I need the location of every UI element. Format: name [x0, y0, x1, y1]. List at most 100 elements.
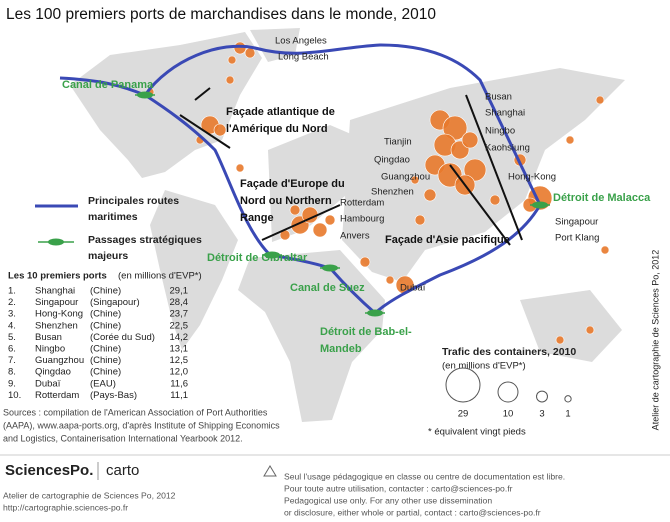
passage-label: Mandeb [320, 343, 362, 355]
table-cell: Busan [35, 332, 62, 343]
table-cell: (Chine) [90, 320, 121, 331]
bubble-size [564, 395, 572, 403]
usage: Seul l'usage pédagogique en classe ou ce… [284, 471, 565, 481]
bubble-size-label: 1 [565, 409, 570, 420]
table-cell: (Chine) [90, 309, 121, 320]
port-bubble [585, 325, 595, 335]
table-cell: 29,1 [170, 286, 189, 297]
passage-label: Détroit de Gibraltar [207, 252, 308, 264]
port-label: Shanghai [485, 108, 525, 119]
south-america [150, 190, 238, 350]
land [70, 28, 625, 422]
legend-text: majeurs [88, 250, 128, 262]
bubble-size [536, 390, 548, 403]
passage-label: Détroit de Malacca [553, 192, 651, 204]
credit: Atelier de cartographie de Sciences Po, … [650, 250, 660, 431]
sources: Sources : compilation de l'American Asso… [3, 407, 268, 417]
atelier: Atelier de cartographie de Sciences Po, … [3, 490, 176, 500]
atelier-url: http://cartographie.sciences-po.fr [3, 502, 128, 512]
carto: carto [106, 462, 139, 479]
facade-label: Façade d'Asie pacifique [385, 234, 510, 246]
table-cell: (Chine) [90, 344, 121, 355]
port-label: Rotterdam [340, 198, 384, 209]
table-cell: 12,5 [170, 355, 189, 366]
passage-label: Canal de Suez [290, 282, 365, 294]
facade-lines [179, 87, 523, 246]
port-label: Shenzhen [371, 187, 414, 198]
bubble-note: * équivalent vingt pieds [428, 427, 526, 438]
title: Les 100 premiers ports de marchandises d… [6, 6, 436, 23]
shipping-route [142, 43, 542, 315]
table-cell: Guangzhou [35, 355, 84, 366]
table-cell: 11,1 [170, 390, 188, 401]
table-cell: Ningbo [35, 344, 65, 355]
table-cell: 11,6 [170, 378, 188, 389]
sources: and Logistics, Containerisation Internat… [3, 433, 243, 443]
port-label: Tianjin [384, 137, 412, 148]
port-bubble [565, 135, 575, 145]
table-cell: Dubaï [35, 378, 61, 389]
port-bubble [244, 47, 256, 59]
bubble-size [445, 367, 481, 403]
table-cell: (Pays-Bas) [90, 390, 137, 401]
legend-text: maritimes [88, 211, 138, 223]
table-cell: 5. [8, 332, 16, 343]
table-cell: (Corée du Sud) [90, 332, 155, 343]
bubble-size-label: 3 [539, 409, 544, 420]
table-cell: Singapour [35, 297, 78, 308]
table-cell: 3. [8, 309, 16, 320]
port-bubbles [145, 41, 610, 345]
australia [520, 290, 622, 362]
warning-icon [263, 465, 277, 477]
table-cell: 4. [8, 320, 16, 331]
bubble-size-label: 10 [503, 409, 514, 420]
port-bubble [555, 335, 565, 345]
table-cell: Hong-Kong [35, 309, 83, 320]
facade-label: Façade atlantique de [226, 106, 335, 118]
north-america [70, 32, 262, 178]
port-label: Hambourg [340, 214, 384, 225]
port-label: Ningbo [485, 126, 515, 137]
table-cell: Rotterdam [35, 390, 79, 401]
port-bubble [233, 41, 247, 55]
bubble-size-label: 29 [458, 409, 469, 420]
table-unit: (en millions d'EVP*) [118, 271, 202, 282]
table-cell: 9. [8, 378, 16, 389]
bubble-title: Trafic des containers, 2010 [442, 346, 576, 358]
table-cell: 23,7 [170, 309, 189, 320]
table-cell: Shanghai [35, 286, 75, 297]
port-label: Kaohsiung [485, 143, 530, 154]
table-cell: 1. [8, 286, 16, 297]
table-cell: (Chine) [90, 286, 121, 297]
port-bubble [461, 131, 479, 149]
port-bubble [489, 194, 501, 206]
port-bubble [312, 222, 328, 238]
port-bubble [423, 188, 437, 202]
table-cell: 28,4 [170, 297, 189, 308]
table-cell: (Chine) [90, 367, 121, 378]
port-label: Port Klang [555, 233, 599, 244]
port-label: Hong-Kong [508, 172, 556, 183]
port-bubble [324, 214, 336, 226]
table-title: Les 10 premiers ports [8, 271, 107, 282]
port-label: Dubaï [400, 283, 426, 294]
port-bubble [359, 256, 371, 268]
port-label: Guangzhou [381, 172, 430, 183]
port-bubble [227, 55, 237, 65]
sources: (AAPA), www.aapa-ports.org, d'après Inst… [3, 420, 280, 430]
facade-label: l'Amérique du Nord [226, 123, 328, 135]
port-bubble [213, 123, 227, 137]
bubble-unit: (en millions d'EVP*) [442, 361, 526, 372]
port-bubble [289, 204, 301, 216]
port-bubble [235, 163, 245, 173]
port-label: Qingdao [374, 155, 410, 166]
table-cell: Qingdao [35, 367, 71, 378]
table-cell: 6. [8, 344, 16, 355]
table-cell: (Singapour) [90, 297, 140, 308]
legend-text: Principales routes [88, 195, 179, 207]
table-cell: 13,1 [170, 344, 189, 355]
port-label: Long Beach [278, 52, 329, 63]
table-cell: 10. [8, 390, 21, 401]
table-cell: 22,5 [170, 320, 189, 331]
